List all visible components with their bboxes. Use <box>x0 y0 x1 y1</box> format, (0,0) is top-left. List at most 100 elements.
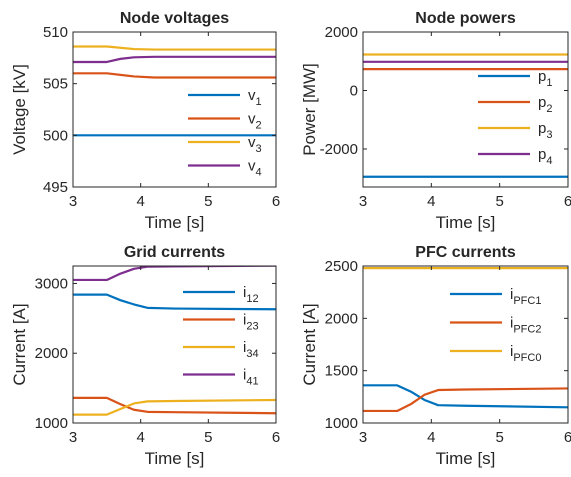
y-tick-label: 2000 <box>325 24 358 41</box>
legend-label-name: i <box>243 339 246 356</box>
legend-label-subscript: 3 <box>256 143 262 155</box>
panel-2: 3 4 5 6 1000 2000 3000 Grid currents Time [s] Cur… <box>10 244 280 468</box>
legend-label-subscript: 41 <box>246 376 258 388</box>
legend-label-name: v <box>248 111 256 128</box>
legend-label-subscript: 4 <box>256 167 262 179</box>
axes-box <box>362 31 569 188</box>
legend-label-name: i <box>510 343 513 360</box>
y-axis-label: Current [A] <box>10 303 29 385</box>
y-tick-label: -2000 <box>320 141 358 158</box>
x-tick-label: 4 <box>136 429 144 446</box>
legend-label-name: p <box>538 68 546 85</box>
x-tick-label: 3 <box>69 429 77 446</box>
plot-area <box>363 266 568 423</box>
series-line-iPFC1 <box>363 384 568 409</box>
series-line-v2 <box>73 72 276 79</box>
legend-label-name: p <box>538 120 546 137</box>
y-tick-label: 2000 <box>325 310 358 327</box>
x-tick-label: 6 <box>564 193 571 210</box>
legend-label: i12 <box>243 284 259 305</box>
legend-label-subscript: 12 <box>246 293 258 305</box>
legend-label: iPFC1 <box>510 286 541 307</box>
legend-label-subscript: 4 <box>546 155 552 167</box>
x-tick-label: 5 <box>495 429 503 446</box>
legend-label: v4 <box>248 158 262 179</box>
legend-label-name: i <box>243 367 246 384</box>
legend-label-subscript: 2 <box>546 103 552 115</box>
x-tick-label: 3 <box>359 193 367 210</box>
legend-label-name: p <box>538 94 546 111</box>
x-axis-label: Time [s] <box>436 213 496 232</box>
series-group <box>363 53 568 178</box>
legend-label-name: i <box>243 312 246 329</box>
x-axis-label: Time [s] <box>436 449 496 468</box>
legend-label: i41 <box>243 367 259 388</box>
legend-label-name: v <box>248 134 256 151</box>
series-line-v3 <box>73 45 276 51</box>
legend-label: i34 <box>243 339 259 360</box>
panel-title: Node powers <box>415 10 516 27</box>
y-tick-label: 2500 <box>325 258 358 275</box>
y-axis-label: Power [MW] <box>300 63 319 156</box>
legend-label-subscript: PFC0 <box>513 352 541 364</box>
y-tick-label: 1000 <box>35 415 68 432</box>
x-tick-label: 6 <box>564 429 571 446</box>
panel-0: 3 4 5 6 495 500 505 510 Node voltages Time [s] Vol… <box>10 10 280 232</box>
legend-label-name: i <box>510 286 513 303</box>
y-tick-label: 510 <box>43 24 68 41</box>
series-group <box>363 266 568 413</box>
axes-box <box>72 31 277 188</box>
plot-area <box>363 32 568 187</box>
x-tick-label: 6 <box>272 429 280 446</box>
legend-label: p1 <box>538 68 552 89</box>
y-tick-label: 495 <box>43 179 68 196</box>
legend-label: p3 <box>538 120 552 141</box>
legend-label-name: i <box>510 315 513 332</box>
x-tick-label: 5 <box>204 429 212 446</box>
legend-label: iPFC0 <box>510 343 541 364</box>
legend-label-name: v <box>248 158 256 175</box>
y-axis-label: Voltage [kV] <box>10 64 29 155</box>
x-tick-label: 3 <box>69 193 77 210</box>
x-tick-label: 6 <box>272 193 280 210</box>
y-tick-label: 500 <box>43 127 68 144</box>
x-axis-label: Time [s] <box>145 213 205 232</box>
panel-3: 3 4 5 6 1000 1500 2000 2500 PFC currents Time [s]… <box>300 244 571 468</box>
legend-label-name: p <box>538 146 546 163</box>
y-tick-label: 1000 <box>325 415 358 432</box>
legend-label: iPFC2 <box>510 315 541 336</box>
legend-label-subscript: 3 <box>546 129 552 141</box>
y-tick-label: 505 <box>43 76 68 93</box>
y-tick-label: 2000 <box>35 345 68 362</box>
legend-label-name: i <box>243 284 246 301</box>
x-axis-label: Time [s] <box>145 449 205 468</box>
x-tick-label: 4 <box>427 429 435 446</box>
panel-title: Grid currents <box>124 244 225 261</box>
legend-label: v3 <box>248 134 262 155</box>
legend-label-subscript: 23 <box>246 321 258 333</box>
legend-label-subscript: 1 <box>546 77 552 89</box>
y-tick-label: 1500 <box>325 363 358 380</box>
x-tick-label: 5 <box>204 193 212 210</box>
legend-label: i23 <box>243 312 259 333</box>
legend-label-subscript: 2 <box>256 120 262 132</box>
legend-label-name: v <box>248 87 256 104</box>
legend-label: p4 <box>538 146 552 167</box>
panel-title: PFC currents <box>415 244 516 261</box>
legend-label-subscript: PFC1 <box>513 295 541 307</box>
x-tick-label: 4 <box>136 193 144 210</box>
y-tick-label: 3000 <box>35 275 68 292</box>
series-line-v4 <box>73 55 276 64</box>
legend-label: v2 <box>248 111 262 132</box>
series-line-i34 <box>73 398 276 416</box>
legend-label: p2 <box>538 94 552 115</box>
y-tick-label: 0 <box>350 82 358 99</box>
axes-box <box>362 265 569 424</box>
legend-label: v1 <box>248 87 262 108</box>
series-line-i23 <box>73 396 276 415</box>
axes-box <box>72 265 277 424</box>
